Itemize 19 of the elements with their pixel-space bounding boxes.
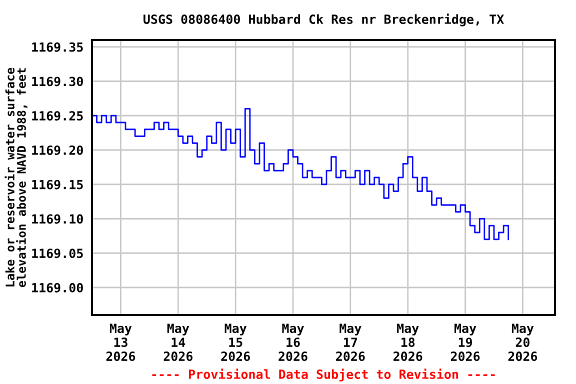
text: ---- Provisional Data Subject to Revision ---- <box>152 368 495 382</box>
x-tick-label: May 18 2026 <box>393 324 422 362</box>
x-tick-label: May 15 2026 <box>221 324 250 362</box>
y-tick-label: 1169.20 <box>32 145 83 155</box>
y-axis-title: Lake or reservoir water surface elevation above NAVD 1988, feet <box>4 68 28 288</box>
y-tick-label: 1169.05 <box>32 248 83 258</box>
y-tick-label: 1169.35 <box>32 42 83 52</box>
y-tick-label: 1169.30 <box>32 76 83 86</box>
y-tick-label: 1169.15 <box>32 180 83 190</box>
x-tick-label: May 13 2026 <box>106 324 136 362</box>
x-tick-label: May 17 2026 <box>336 324 365 362</box>
y-tick-label: 1169.25 <box>32 111 83 121</box>
x-tick-label: May 19 2026 <box>450 324 480 362</box>
x-tick-label: May 16 2026 <box>278 324 308 362</box>
y-tick-label: 1169.00 <box>32 282 83 292</box>
y-tick-label: 1169.10 <box>32 214 83 224</box>
x-tick-label: May 20 2026 <box>508 324 538 362</box>
chart-title: USGS 08086400 Hubbard Ck Res nr Breckenridge, TX <box>144 14 504 26</box>
x-tick-label: May 14 2026 <box>164 324 193 362</box>
